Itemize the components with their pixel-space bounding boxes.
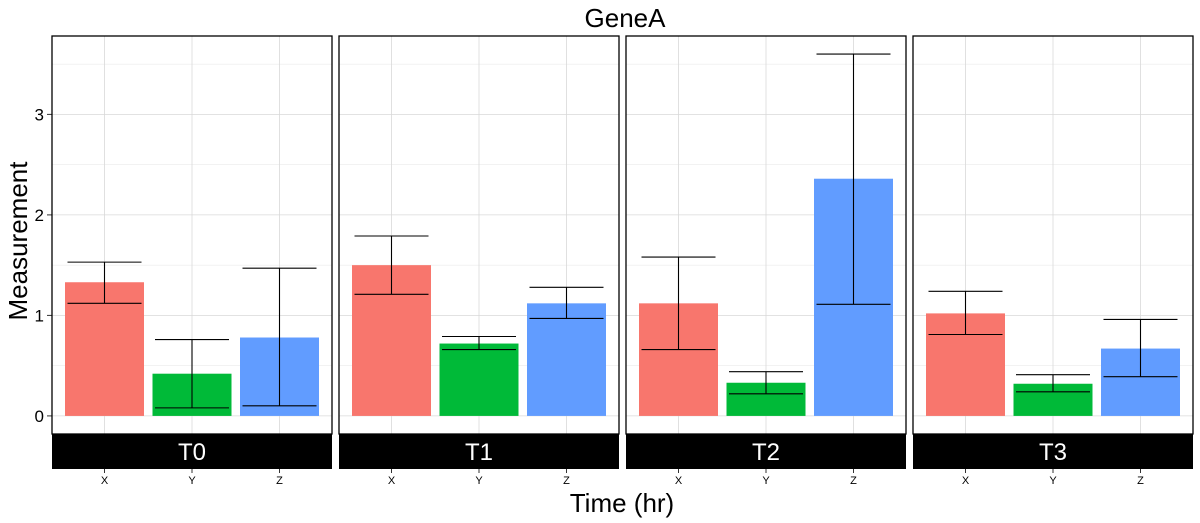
facet-strip-label: T0 (178, 439, 206, 466)
x-tick-label: X (388, 475, 396, 487)
facet-strip-label: T3 (1039, 439, 1067, 466)
x-tick-label: Y (188, 475, 196, 487)
facet-strip (52, 434, 332, 469)
error-bar-t1-y (442, 335, 516, 351)
facet-strip-label: T1 (465, 439, 493, 466)
x-tick-label: Z (276, 475, 283, 487)
error-bar-t3-z (1103, 318, 1178, 378)
x-tick-label: Z (563, 475, 570, 487)
y-tick-label: 3 (35, 105, 44, 124)
facet-strip (626, 434, 906, 469)
facet-panels: X Y Z T0 X Y Z T1 X Y Z T2 X Y Z T3 (51, 35, 1194, 487)
facet-strip (339, 434, 619, 469)
error-bar-t3-y (1016, 374, 1090, 393)
error-bar-t0-y (155, 338, 229, 409)
error-bar-t3-x (928, 290, 1003, 336)
error-bar-t2-x (641, 256, 716, 351)
chart-title: GeneA (585, 3, 667, 33)
error-bar-t2-y (729, 371, 803, 395)
y-tick-label: 0 (35, 407, 44, 426)
y-tick-label: 1 (35, 306, 44, 325)
x-tick-label: Y (1049, 475, 1057, 487)
facet-panel-t0: X Y Z T0 (51, 35, 333, 487)
error-bar-t0-x (67, 261, 142, 304)
x-tick-label: X (101, 475, 109, 487)
error-bar-t2-z (816, 53, 891, 305)
facet-panel-t2: X Y Z T2 (625, 35, 907, 487)
y-tick-label: 2 (35, 206, 44, 225)
facet-strip-label: T2 (752, 439, 780, 466)
x-tick-label: Z (850, 475, 857, 487)
error-bar-t0-z (242, 267, 317, 407)
error-bar-t1-z (529, 286, 604, 319)
facet-panel-t3: X Y Z T3 (912, 35, 1194, 487)
bar-t0-x (65, 282, 144, 416)
x-tick-label: Y (762, 475, 770, 487)
error-bar-t1-x (354, 235, 429, 295)
y-axis-title: Measurement (3, 161, 33, 321)
facet-panel-t1: X Y Z T1 (338, 35, 620, 487)
bar-t1-y (439, 343, 519, 416)
bar-t1-z (527, 303, 606, 416)
x-tick-label: Y (475, 475, 483, 487)
x-tick-label: X (675, 475, 683, 487)
x-tick-label: Z (1137, 475, 1144, 487)
y-axis: 0 1 2 3 (35, 105, 52, 426)
x-axis-title: Time (hr) (570, 488, 674, 518)
x-tick-label: X (962, 475, 970, 487)
facet-strip (913, 434, 1193, 469)
